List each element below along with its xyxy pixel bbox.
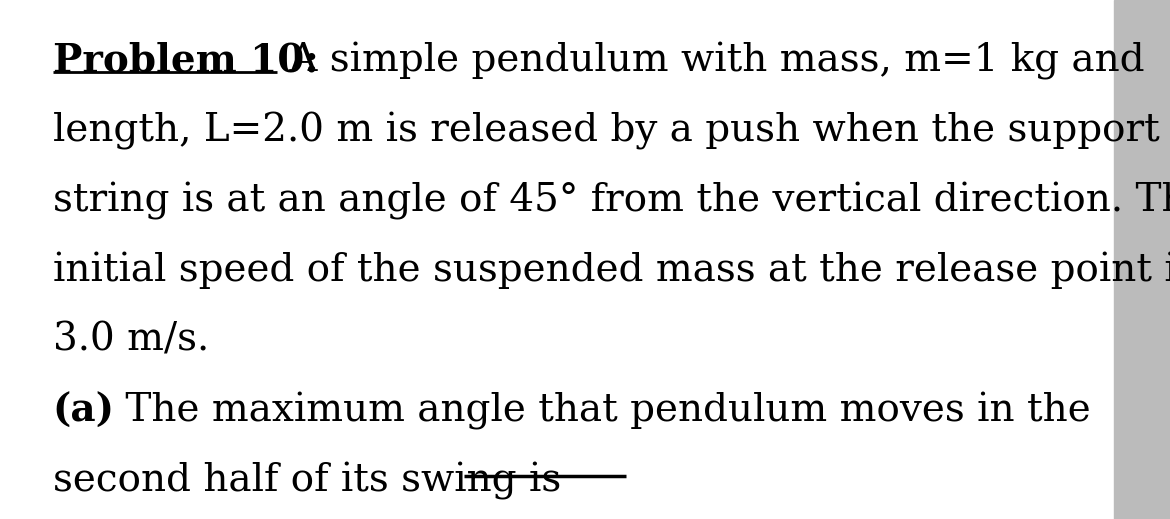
Text: length, L=2.0 m is released by a push when the support: length, L=2.0 m is released by a push wh… [53,112,1159,149]
Text: (a): (a) [53,392,115,430]
Text: second half of its swing is: second half of its swing is [53,462,560,500]
Bar [1114,0,1170,519]
Text: string is at an angle of 45° from the vertical direction. The: string is at an angle of 45° from the ve… [53,182,1170,220]
Text: A simple pendulum with mass, m=1 kg and: A simple pendulum with mass, m=1 kg and [277,42,1145,79]
Text: The maximum angle that pendulum moves in the: The maximum angle that pendulum moves in… [113,392,1092,430]
Text: initial speed of the suspended mass at the release point is: initial speed of the suspended mass at t… [53,252,1170,289]
Text: Problem 10:: Problem 10: [53,42,318,79]
Text: 3.0 m/s.: 3.0 m/s. [53,322,209,359]
